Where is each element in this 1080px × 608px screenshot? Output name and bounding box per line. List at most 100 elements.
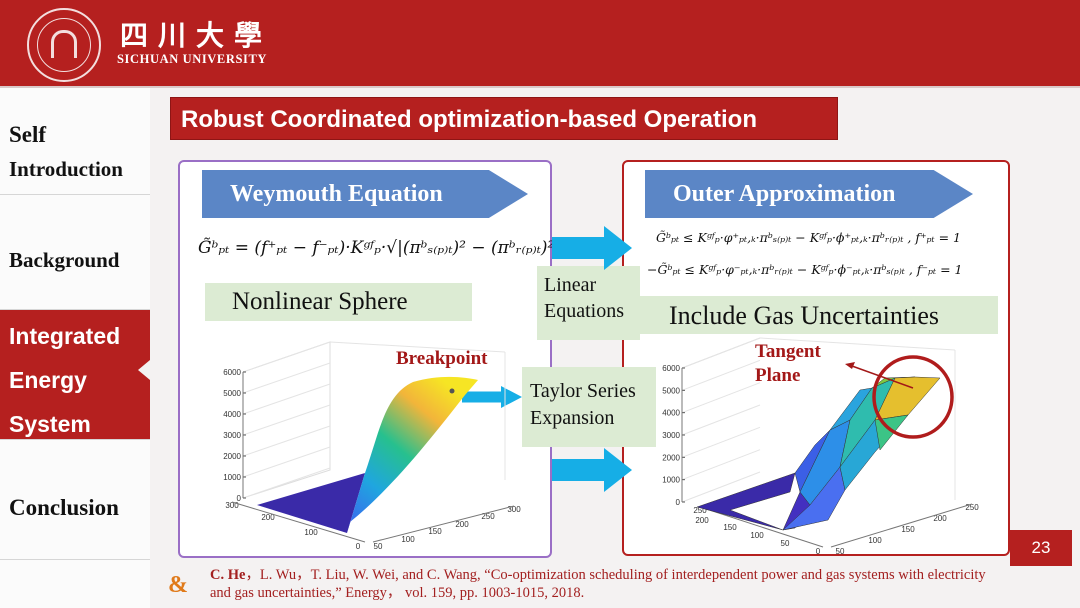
x-axis — [830, 503, 973, 548]
plot-gridline — [242, 467, 331, 499]
plot-gridline — [681, 471, 761, 503]
surface-curved-region — [347, 376, 478, 533]
y-tick-label: 150 — [723, 523, 737, 532]
taylor-series-label: Expansion — [530, 407, 615, 429]
x-axis — [372, 505, 515, 543]
sidebar-item-label: Energy — [9, 367, 87, 393]
gas-uncertainties-box: Include Gas Uncertainties — [637, 296, 998, 334]
y-tick-label: 100 — [750, 531, 764, 540]
nonlinear-sphere-box: Nonlinear Sphere — [205, 283, 472, 321]
y-tick-label: 0 — [816, 547, 821, 556]
plot-gridline — [242, 341, 331, 373]
plot-gridline — [681, 359, 761, 391]
z-tick-label: 4000 — [662, 409, 680, 418]
tangent-plane-highlight-circle — [872, 355, 954, 439]
sidebar-item-label: Integrated — [9, 323, 121, 349]
linear-equations-label: Linear — [544, 274, 597, 296]
university-seal-logo — [27, 8, 101, 82]
y-tick-label: 200 — [695, 516, 709, 525]
z-tick-label: 3000 — [662, 431, 680, 440]
y-tick-label: 300 — [225, 501, 239, 510]
arrowhead-icon — [845, 362, 855, 369]
tangent-plane-label-line: Tangent — [755, 341, 821, 362]
x-tick-label: 150 — [901, 525, 915, 534]
z-tick-label: 6000 — [662, 364, 680, 373]
page-number: 23 — [1010, 530, 1072, 566]
plot-gridline — [242, 383, 331, 415]
sidebar-item-label: System — [9, 411, 91, 437]
x-tick-label: 250 — [965, 503, 979, 512]
plot-gridline — [681, 337, 761, 369]
z-tick-label: 0 — [676, 498, 681, 507]
z-tick-label: 1000 — [223, 473, 241, 482]
surface-facet — [696, 472, 796, 531]
y-axis — [231, 501, 366, 543]
plot-gridline — [681, 449, 761, 481]
z-tick-label: 5000 — [662, 386, 680, 395]
right-arrow-icon — [462, 386, 522, 408]
reference-text: ，L. Wu，T. Liu, W. Wei, and C. Wang, “Co-… — [210, 567, 986, 601]
y-tick-label: 50 — [781, 539, 790, 548]
plot-gridline — [759, 337, 956, 351]
sidebar-item-label: Self — [9, 122, 47, 147]
taylor-series-label: Taylor Series — [530, 380, 636, 402]
outer-approx-equation-2: −G̃ᵇₚₜ ≤ Kᵍᶠₚ·φ⁻ₚₜ,ₖ·πᵇᵣ₍ₚ₎ₜ − Kᵍᶠₚ·ϕ⁻ₚₜ… — [647, 262, 963, 277]
sidebar-item-label: Introduction — [9, 157, 123, 181]
taylor-series-box: Taylor Series Expansion — [522, 367, 656, 447]
y-tick-label: 100 — [304, 528, 318, 537]
plot-gridline — [681, 404, 761, 436]
breakpoint-marker — [449, 388, 455, 394]
outer-approx-equation-1: G̃ᵇₚₜ ≤ Kᵍᶠₚ·φ⁺ₚₜ,ₖ·πᵇₛ₍ₚ₎ₜ − Kᵍᶠₚ·ϕ⁺ₚₜ,… — [656, 230, 962, 245]
x-tick-label: 250 — [481, 512, 495, 521]
y-axis — [699, 506, 824, 548]
sidebar-item-conclusion[interactable]: Conclusion — [0, 440, 150, 560]
y-tick-label: 250 — [693, 506, 707, 515]
sidebar-item-background[interactable]: Background — [0, 195, 150, 310]
university-name-cn: 四川大學 — [120, 19, 273, 52]
z-tick-label: 6000 — [223, 368, 241, 377]
linear-equations-label: Equations — [544, 300, 624, 322]
weymouth-equation-heading: Weymouth Equation — [202, 170, 528, 218]
plot-gridline — [242, 425, 331, 457]
tangent-plane-pointer-arrow — [851, 365, 914, 389]
tangent-plane-label-line: Plane — [755, 365, 801, 386]
z-tick-label: 0 — [237, 494, 242, 503]
plot-gridline — [242, 446, 331, 478]
slide-title: Robust Coordinated optimization-based Op… — [170, 97, 838, 140]
z-tick-label: 2000 — [223, 452, 241, 461]
x-tick-label: 100 — [401, 535, 415, 544]
z-tick-label: 3000 — [223, 431, 241, 440]
z-tick-label: 4000 — [223, 410, 241, 419]
plot-gridline — [242, 404, 331, 436]
surface-flat-region — [257, 473, 365, 533]
reference-first-author: C. He — [210, 567, 246, 583]
sidebar-item-label: Conclusion — [9, 495, 119, 520]
plot-gridline — [681, 382, 761, 414]
breakpoint-label: Breakpoint — [396, 348, 488, 369]
sidebar-item-label: Background — [9, 248, 120, 272]
reference-logo-icon: & — [168, 572, 188, 598]
surface-facet — [782, 466, 846, 531]
plot-gridline — [681, 426, 761, 458]
tangent-plane-label: Tangent Plane — [755, 340, 821, 388]
university-name-en: SICHUAN UNIVERSITY — [117, 52, 268, 66]
weymouth-equation: G̃ᵇₚₜ = (f⁺ₚₜ − f⁻ₚₜ)·Kᵍᶠₚ·√|(πᵇₛ₍ₚ₎ₜ)² … — [198, 238, 561, 258]
outer-approximation-surface-plot: 0100020003000400050006000250200150100500… — [662, 337, 979, 556]
z-tick-label: 1000 — [662, 476, 680, 485]
x-tick-label: 300 — [507, 505, 521, 514]
sidebar-item-integrated-energy-system[interactable]: Integrated Energy System — [0, 310, 150, 440]
reference-citation: C. He，L. Wu，T. Liu, W. Wei, and C. Wang,… — [210, 566, 990, 602]
x-tick-label: 200 — [933, 514, 947, 523]
x-tick-label: 150 — [428, 527, 442, 536]
x-tick-label: 50 — [836, 547, 845, 556]
linear-equations-box: Linear Equations — [537, 266, 640, 340]
y-tick-label: 200 — [261, 513, 275, 522]
plot-gridline — [242, 362, 331, 394]
sidebar-item-self-introduction[interactable]: Self Introduction — [0, 95, 150, 195]
y-tick-label: 0 — [356, 542, 361, 551]
sidebar: Self Introduction Background Integrated … — [0, 88, 150, 608]
header-banner: 四川大學 SICHUAN UNIVERSITY — [0, 0, 1080, 88]
z-tick-label: 2000 — [662, 453, 680, 462]
